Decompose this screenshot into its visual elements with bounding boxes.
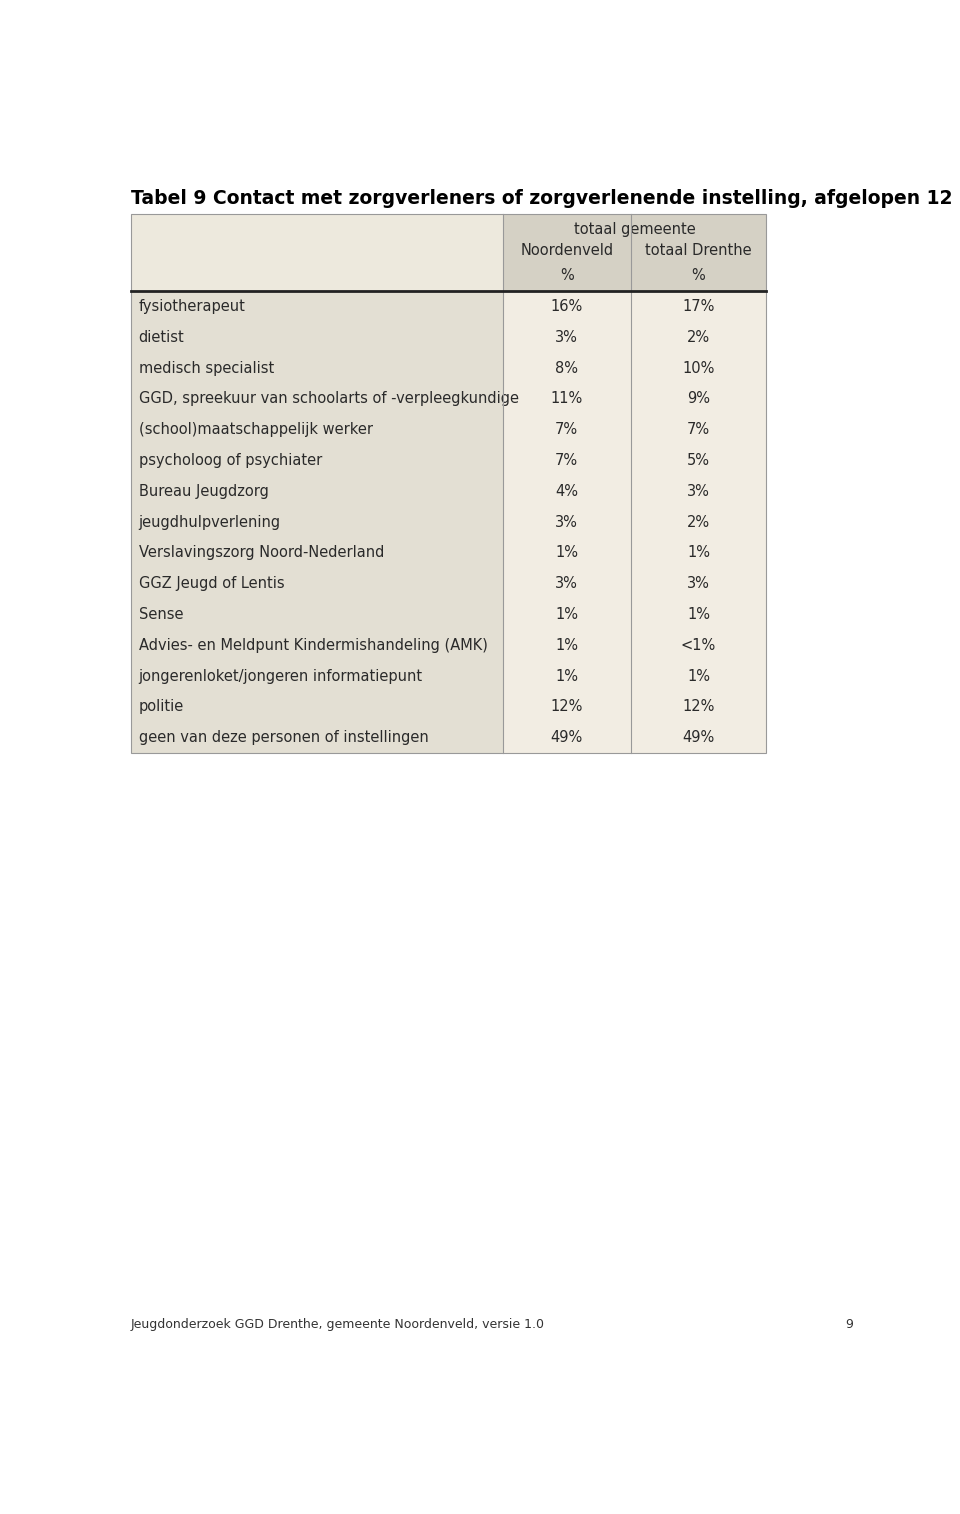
Text: 2%: 2% (687, 330, 710, 345)
Text: 10%: 10% (683, 360, 715, 375)
Text: 2%: 2% (687, 515, 710, 530)
Text: 1%: 1% (555, 545, 578, 560)
Bar (131, 415, 503, 445)
Text: jeugdhulpverlening: jeugdhulpverlening (138, 515, 280, 530)
Text: fysiotherapeut: fysiotherapeut (138, 298, 246, 313)
Text: GGD, spreekuur van schoolarts of -verpleegkundige: GGD, spreekuur van schoolarts of -verple… (138, 391, 518, 406)
Bar (131, 291, 503, 322)
Text: 7%: 7% (555, 422, 578, 438)
Bar (131, 692, 503, 722)
Text: 1%: 1% (555, 637, 578, 653)
Bar (503, 537, 766, 568)
Text: <1%: <1% (681, 637, 716, 653)
Text: psycholoog of psychiater: psycholoog of psychiater (138, 453, 322, 468)
Text: %: % (691, 268, 706, 283)
Text: 4%: 4% (555, 483, 578, 498)
Text: 1%: 1% (687, 545, 710, 560)
Text: totaal gemeente: totaal gemeente (574, 221, 695, 236)
Text: GGZ Jeugd of Lentis: GGZ Jeugd of Lentis (138, 577, 284, 590)
Bar (503, 630, 766, 660)
Text: 1%: 1% (687, 669, 710, 683)
Bar (131, 353, 503, 383)
Bar (131, 383, 503, 415)
Bar (503, 660, 766, 692)
Text: 1%: 1% (555, 669, 578, 683)
Bar (131, 213, 503, 291)
Text: (school)maatschappelijk werker: (school)maatschappelijk werker (138, 422, 372, 438)
Bar (131, 568, 503, 600)
Text: 1%: 1% (555, 607, 578, 622)
Bar (131, 213, 766, 752)
Text: 9%: 9% (687, 391, 710, 406)
Bar (503, 692, 766, 722)
Text: 3%: 3% (555, 577, 578, 590)
Bar (131, 322, 503, 353)
Text: %: % (560, 268, 574, 283)
Text: Tabel 9 Contact met zorgverleners of zorgverlenende instelling, afgelopen 12 maa: Tabel 9 Contact met zorgverleners of zor… (131, 189, 960, 209)
Text: 49%: 49% (683, 730, 714, 745)
Text: 11%: 11% (551, 391, 583, 406)
Bar (503, 475, 766, 507)
Text: Jeugdonderzoek GGD Drenthe, gemeente Noordenveld, versie 1.0: Jeugdonderzoek GGD Drenthe, gemeente Noo… (131, 1317, 545, 1331)
Bar (131, 600, 503, 630)
Text: geen van deze personen of instellingen: geen van deze personen of instellingen (138, 730, 428, 745)
Text: 3%: 3% (555, 515, 578, 530)
Text: medisch specialist: medisch specialist (138, 360, 274, 375)
Text: 1%: 1% (687, 607, 710, 622)
Text: 7%: 7% (555, 453, 578, 468)
Bar (503, 291, 766, 322)
Bar (503, 322, 766, 353)
Bar (503, 568, 766, 600)
Text: 5%: 5% (687, 453, 710, 468)
Text: 17%: 17% (683, 298, 715, 313)
Text: jongerenloket/jongeren informatiepunt: jongerenloket/jongeren informatiepunt (138, 669, 422, 683)
Text: Bureau Jeugdzorg: Bureau Jeugdzorg (138, 483, 269, 498)
Text: 12%: 12% (683, 699, 715, 715)
Text: 3%: 3% (687, 577, 710, 590)
Bar (503, 722, 766, 752)
Bar (503, 383, 766, 415)
Text: Advies- en Meldpunt Kindermishandeling (AMK): Advies- en Meldpunt Kindermishandeling (… (138, 637, 488, 653)
Text: politie: politie (138, 699, 184, 715)
Bar (503, 213, 766, 291)
Bar (131, 507, 503, 537)
Text: 12%: 12% (551, 699, 583, 715)
Bar (131, 537, 503, 568)
Text: 16%: 16% (551, 298, 583, 313)
Bar (503, 507, 766, 537)
Bar (131, 722, 503, 752)
Text: Sense: Sense (138, 607, 183, 622)
Bar (131, 445, 503, 475)
Text: 3%: 3% (687, 483, 710, 498)
Bar (503, 353, 766, 383)
Text: 3%: 3% (555, 330, 578, 345)
Text: dietist: dietist (138, 330, 184, 345)
Text: Verslavingszorg Noord-Nederland: Verslavingszorg Noord-Nederland (138, 545, 384, 560)
Bar (131, 475, 503, 507)
Text: Noordenveld: Noordenveld (520, 244, 613, 259)
Text: totaal Drenthe: totaal Drenthe (645, 244, 752, 259)
Text: 9: 9 (845, 1317, 853, 1331)
Bar (503, 445, 766, 475)
Text: 49%: 49% (551, 730, 583, 745)
Bar (503, 600, 766, 630)
Text: 8%: 8% (555, 360, 578, 375)
Bar (503, 415, 766, 445)
Bar (131, 660, 503, 692)
Bar (131, 630, 503, 660)
Text: 7%: 7% (687, 422, 710, 438)
